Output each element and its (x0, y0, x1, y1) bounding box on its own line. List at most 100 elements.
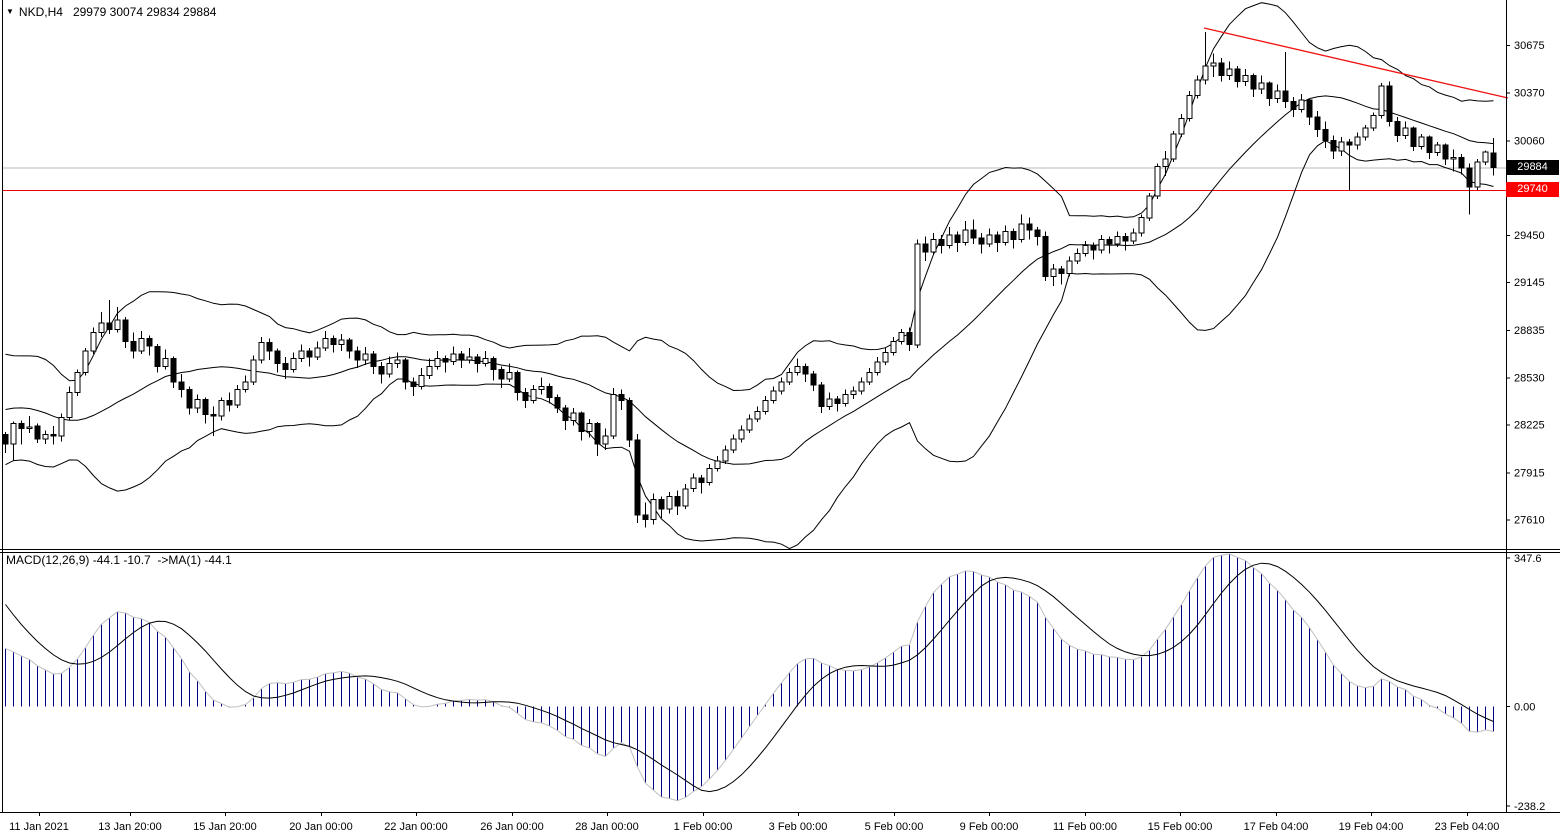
candle (362, 353, 369, 361)
time-tick-label: 22 Jan 00:00 (384, 821, 448, 833)
candle (1098, 238, 1105, 251)
candle (1490, 152, 1497, 169)
macd-tick-label: 0.00 (1514, 701, 1535, 713)
candle (1146, 195, 1153, 219)
candle (858, 381, 865, 392)
candle (98, 322, 105, 333)
candle (1290, 101, 1297, 110)
candle (410, 381, 417, 387)
price-level-lines (2, 167, 1506, 191)
price-tick-label: 27915 (1514, 468, 1545, 480)
candle (34, 425, 41, 440)
candle (162, 358, 169, 367)
candle (74, 372, 81, 394)
candle (1018, 223, 1025, 240)
candle (674, 496, 681, 507)
bb-middle-band (5, 95, 1494, 465)
candle (258, 341, 265, 361)
candle (442, 358, 449, 363)
candle (682, 488, 689, 507)
candle (250, 359, 257, 383)
candle (82, 350, 89, 374)
candle (330, 338, 337, 346)
macd-envelope-line (5, 553, 1494, 802)
candle (1314, 116, 1321, 130)
candle (1202, 65, 1209, 81)
candle (1458, 156, 1465, 169)
candle (842, 393, 849, 405)
bb-lower-band (5, 140, 1494, 550)
candle (874, 361, 881, 374)
price-tick-label: 30675 (1514, 40, 1545, 52)
price-tick-label: 29450 (1514, 230, 1545, 242)
candle (1402, 127, 1409, 137)
candle (1386, 85, 1393, 123)
candle (1226, 68, 1233, 76)
candle (866, 372, 873, 383)
candle (194, 399, 201, 409)
price-tick-label: 29145 (1514, 277, 1545, 289)
candle (1210, 62, 1217, 67)
candle (90, 331, 97, 352)
candle (1426, 136, 1433, 154)
candle (178, 381, 185, 391)
candle (810, 373, 817, 386)
candle (666, 496, 673, 510)
candle (434, 358, 441, 367)
candle (1282, 90, 1289, 103)
candle (1162, 158, 1169, 168)
candle (746, 418, 753, 431)
candle (146, 338, 153, 347)
macd-signal-line (5, 562, 1494, 793)
candle (50, 434, 57, 437)
candle (1074, 252, 1081, 262)
candle (490, 358, 497, 371)
candle (794, 365, 801, 374)
candle (1066, 260, 1073, 275)
candle (738, 429, 745, 440)
candle (418, 375, 425, 388)
symbol-ohlc: 29979 30074 29834 29884 (72, 5, 217, 19)
candle (1418, 136, 1425, 147)
candle (570, 412, 577, 422)
candle (1186, 94, 1193, 120)
symbol-name: NKD,H4 (18, 5, 63, 19)
candle (1394, 121, 1401, 137)
candle (986, 234, 993, 245)
symbol-dropdown-icon[interactable]: ▼ (6, 7, 14, 16)
candle (690, 477, 697, 490)
candle (114, 319, 121, 330)
candle (1338, 141, 1345, 152)
candle (962, 229, 969, 244)
candle (42, 434, 49, 440)
candle (970, 229, 977, 239)
candle (1050, 268, 1057, 277)
candle (506, 372, 513, 380)
trend-line[interactable] (1203, 27, 1509, 99)
level-price-badge: 29740 (1506, 182, 1559, 197)
macd-histogram (5, 553, 1494, 801)
candles-layer (2, 31, 1497, 528)
candle (1362, 127, 1369, 138)
candle (754, 410, 761, 420)
time-tick-label: 3 Feb 00:00 (769, 821, 828, 833)
current-price-badge: 29884 (1506, 160, 1559, 175)
candle (1482, 151, 1489, 163)
candle (1178, 118, 1185, 135)
candle (210, 413, 217, 417)
candle (1034, 229, 1041, 237)
candle (450, 353, 457, 363)
candle (386, 362, 393, 375)
pane-borders (0, 0, 1560, 813)
time-tick-label: 5 Feb 00:00 (865, 821, 924, 833)
time-tick-label: 20 Jan 00:00 (289, 821, 353, 833)
candle (730, 438, 737, 451)
candle (786, 372, 793, 383)
price-tick-label: 28835 (1514, 325, 1545, 337)
macd-tick-label: 347.6 (1514, 553, 1542, 565)
candle (346, 339, 353, 352)
candle (762, 400, 769, 412)
candle (426, 365, 433, 377)
